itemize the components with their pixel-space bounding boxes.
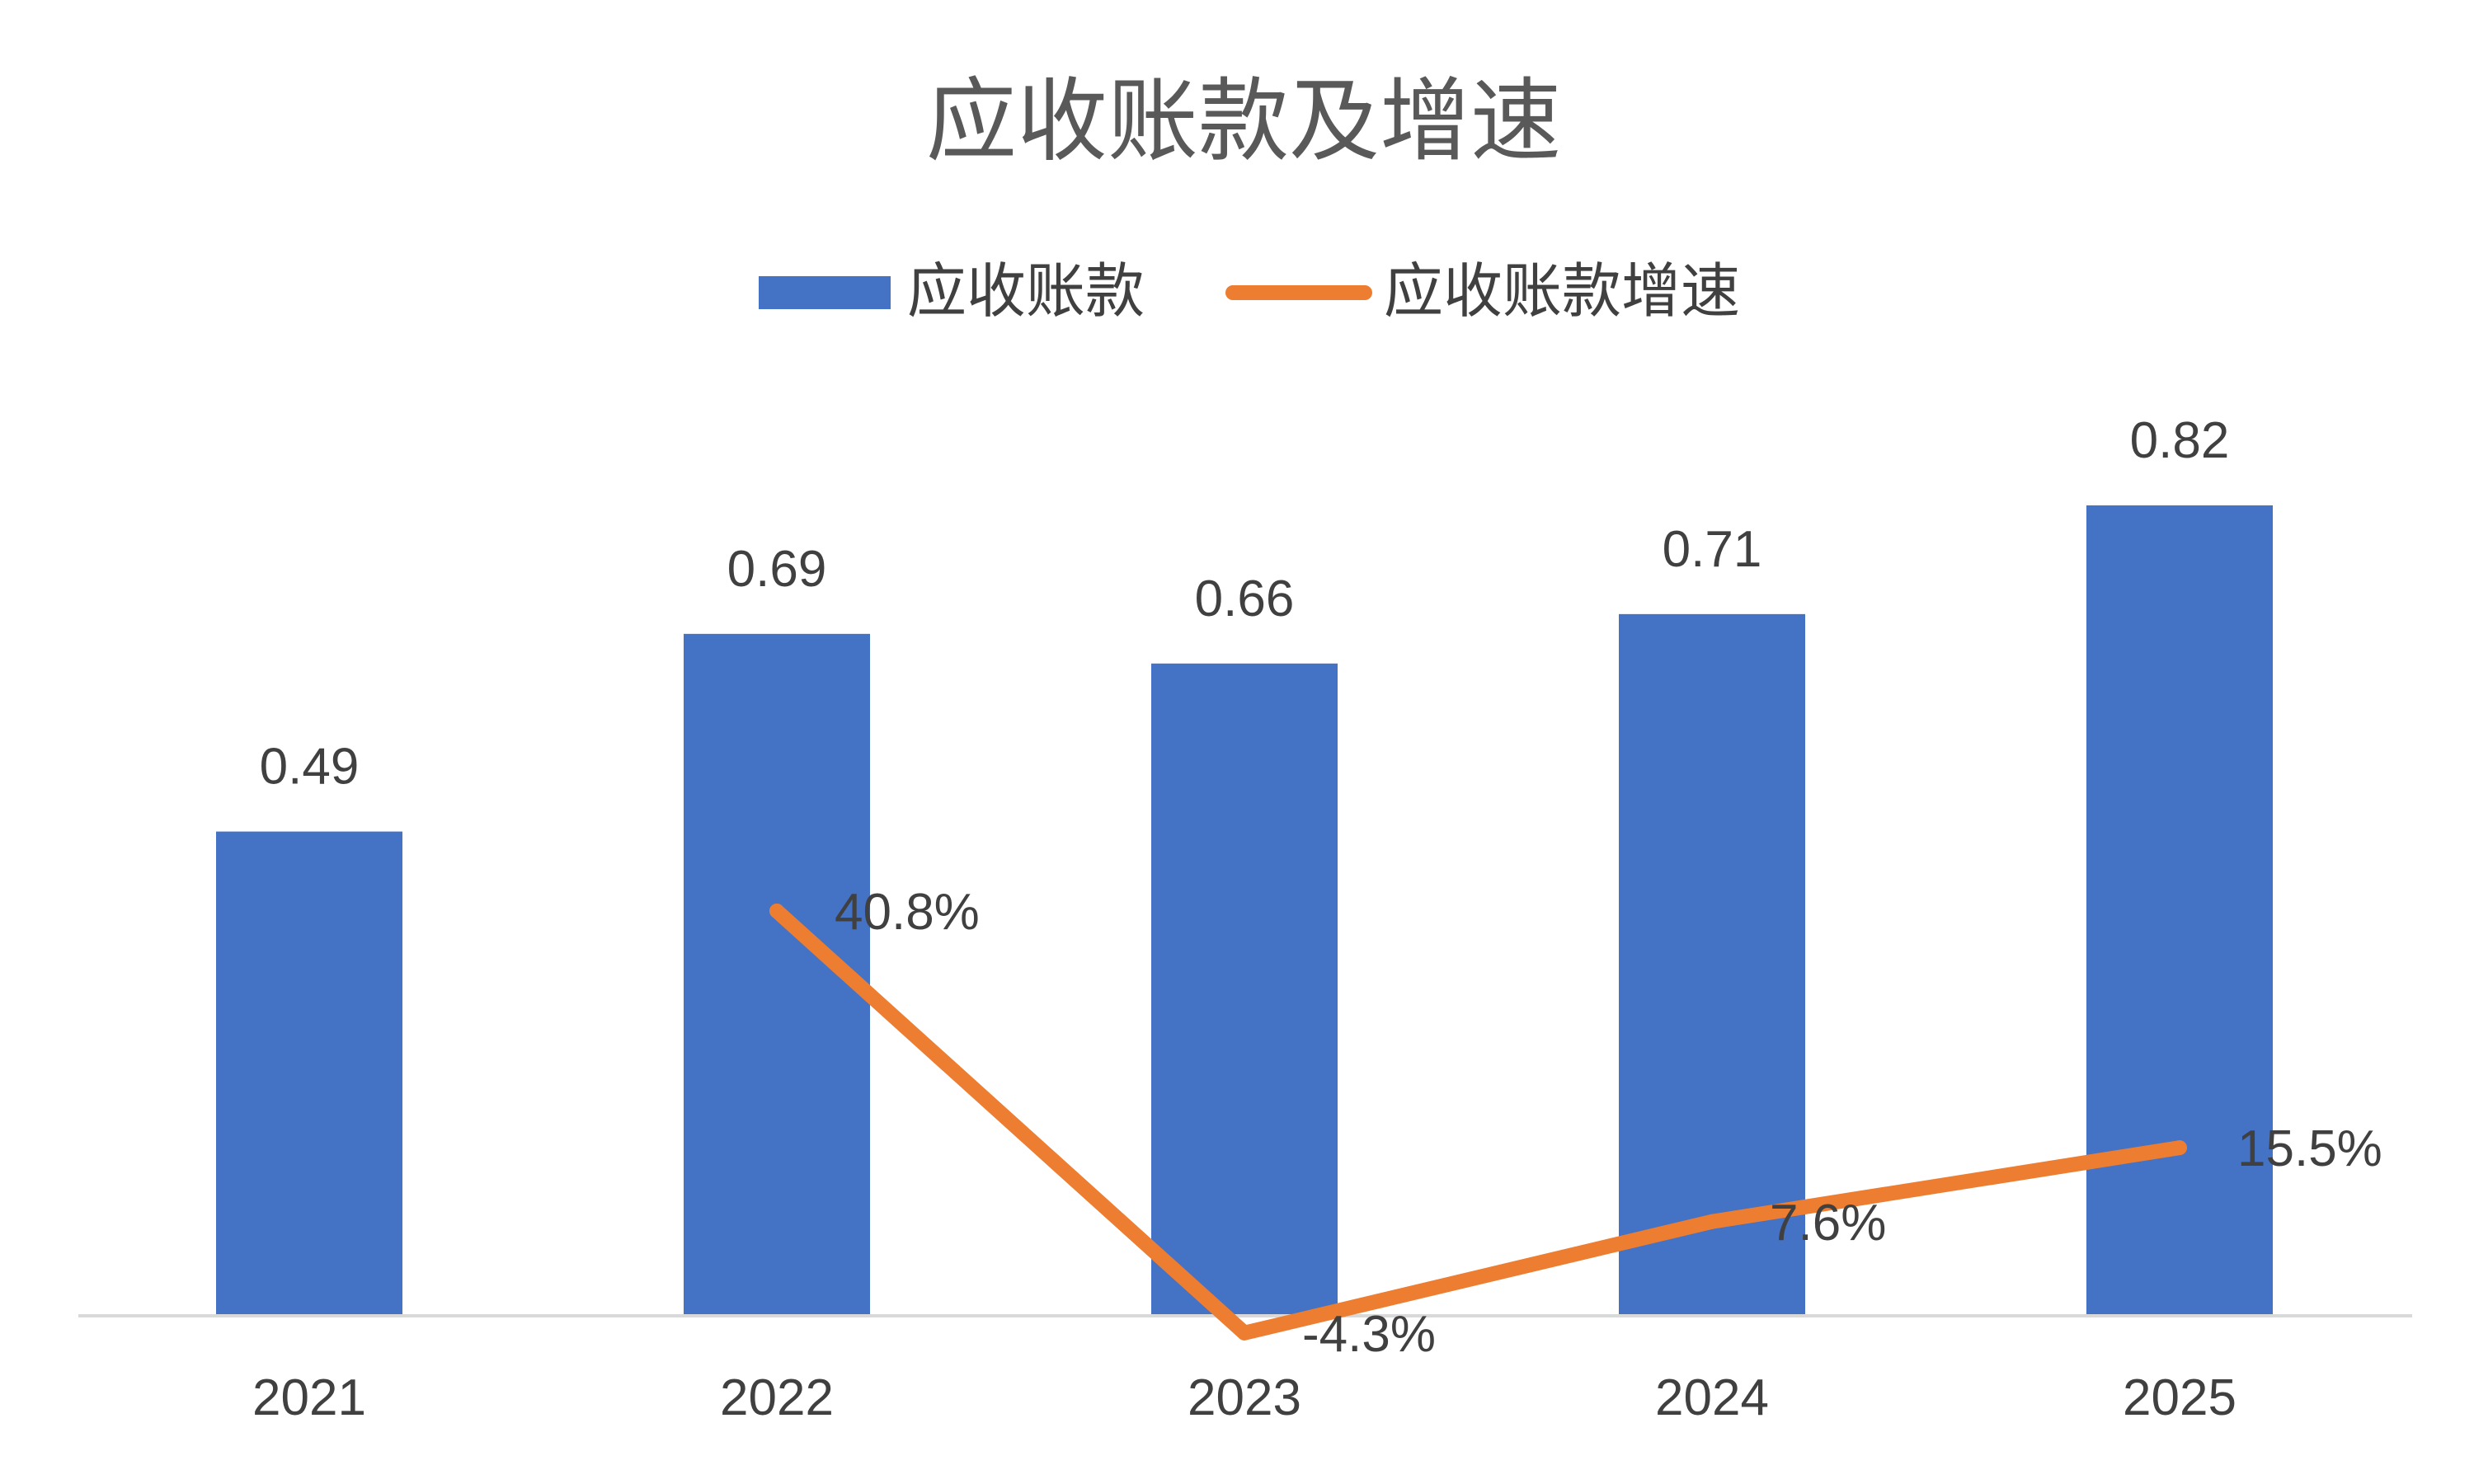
- chart-title: 应收账款及增速: [926, 71, 1561, 172]
- bar-2021: [216, 831, 402, 1316]
- bar-label-2023: 0.66: [1195, 571, 1295, 627]
- labels-layer: 0.49 0.69 0.66 0.71 0.82 40.8% -4.3% 7.6% 15.5%: [260, 412, 2382, 1363]
- bar-2025: [2086, 505, 2273, 1316]
- growth-label-2023: -4.3%: [1302, 1306, 1436, 1363]
- x-tick-2025: 2025: [2123, 1369, 2236, 1426]
- bar-label-2024: 0.71: [1663, 521, 1762, 578]
- x-tick-2023: 2023: [1188, 1369, 1301, 1426]
- growth-label-2022: 40.8%: [835, 884, 980, 941]
- bar-label-2022: 0.69: [727, 541, 827, 598]
- growth-point-2024: [1705, 1214, 1719, 1229]
- line-layer: [769, 904, 2187, 1341]
- x-axis-ticks: 2021 2022 2023 2024 2025: [252, 1369, 2236, 1426]
- legend-label-bars: 应收账款: [907, 259, 1145, 325]
- legend-label-line: 应收账款增速: [1384, 259, 1740, 325]
- growth-point-2023: [1237, 1325, 1252, 1341]
- x-tick-2021: 2021: [252, 1369, 366, 1426]
- growth-line: [769, 904, 2187, 1341]
- x-tick-2024: 2024: [1655, 1369, 1769, 1426]
- bar-2023: [1151, 663, 1338, 1316]
- growth-label-2025: 15.5%: [2237, 1120, 2382, 1177]
- x-tick-2022: 2022: [720, 1369, 834, 1426]
- legend: 应收账款 应收账款增速: [759, 259, 1740, 325]
- bar-label-2025: 0.82: [2130, 412, 2230, 469]
- bar-label-2021: 0.49: [260, 739, 360, 796]
- bars-layer: [216, 505, 2273, 1316]
- growth-label-2024: 7.6%: [1770, 1195, 1886, 1252]
- legend-swatch-bars: [759, 276, 891, 309]
- growth-point-2022: [769, 904, 784, 918]
- bar-2024: [1619, 613, 1805, 1316]
- growth-point-2025: [2172, 1140, 2187, 1156]
